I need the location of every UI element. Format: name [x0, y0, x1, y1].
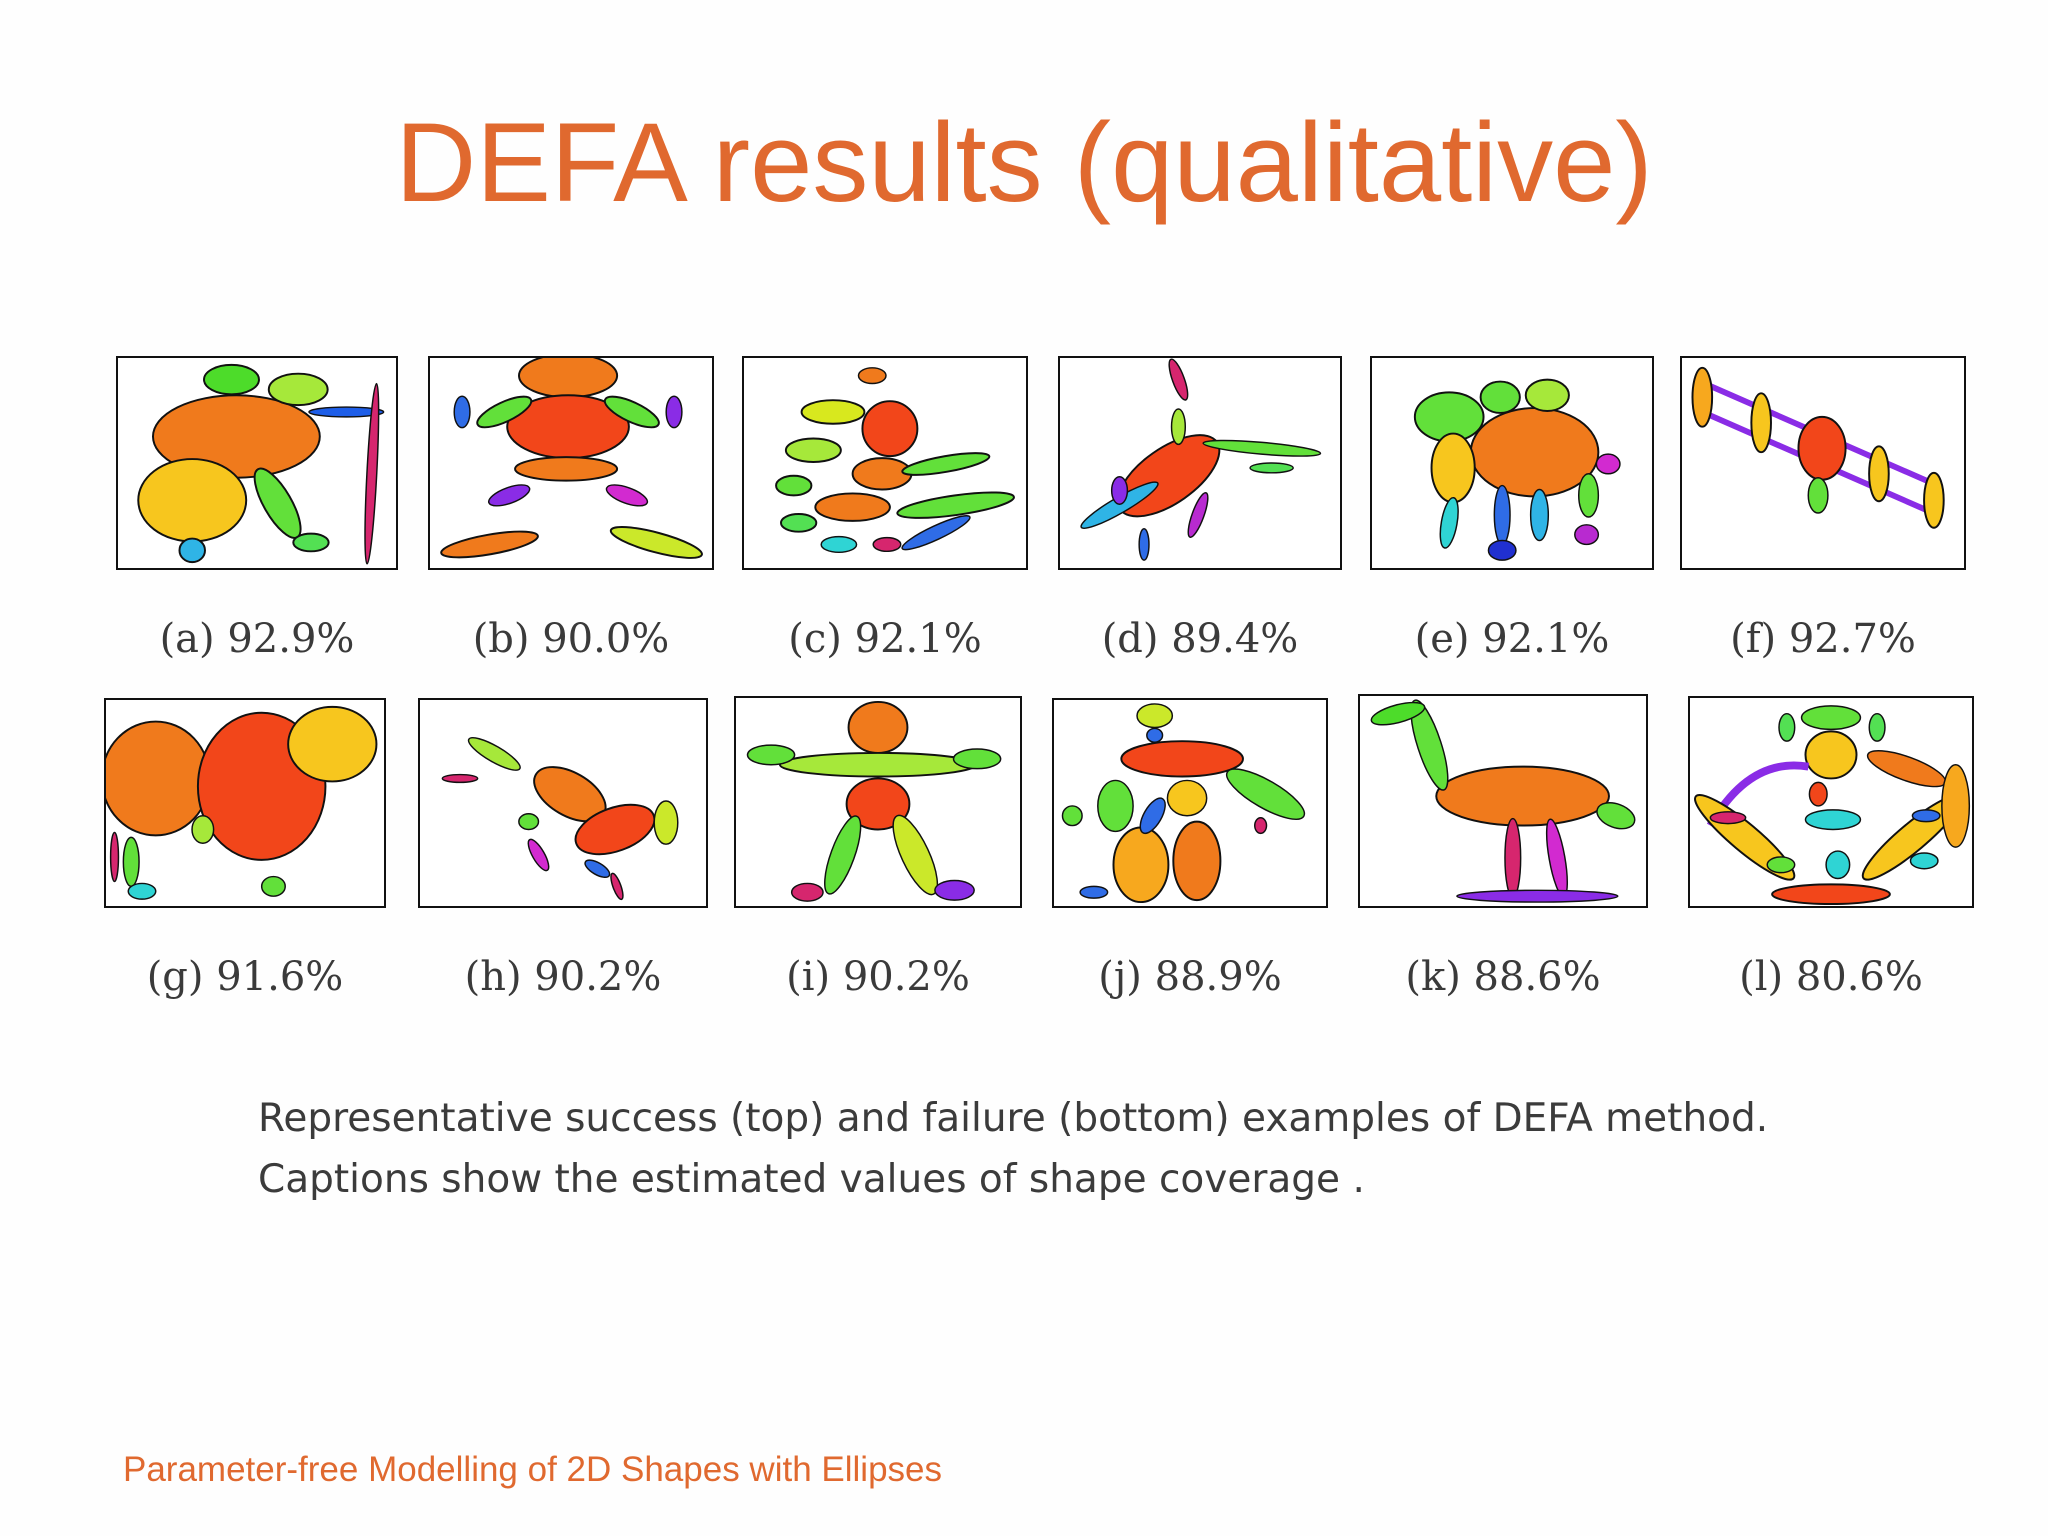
- figure-j-plot: [1052, 698, 1328, 908]
- figure-h-caption: (h) 90.2%: [464, 954, 662, 1000]
- figure-d-caption: (d) 89.4%: [1101, 616, 1299, 662]
- figure-c-plot: [742, 356, 1028, 570]
- slide-footer: Parameter-free Modelling of 2D Shapes wi…: [123, 1450, 942, 1489]
- figure-g-caption: (g) 91.6%: [146, 954, 344, 1000]
- slide-description: Representative success (top) and failure…: [258, 1088, 1958, 1210]
- figure-f-caption: (f) 92.7%: [1730, 616, 1916, 662]
- slide-title: DEFA results (qualitative): [395, 100, 1653, 225]
- figure-i-caption: (i) 90.2%: [786, 954, 970, 1000]
- figure-g-plot: [104, 698, 386, 908]
- description-line-2: Captions show the estimated values of sh…: [258, 1157, 1365, 1202]
- figure-k-plot: [1358, 694, 1648, 908]
- figure-c-caption: (c) 92.1%: [788, 616, 982, 662]
- figure-j-caption: (j) 88.9%: [1098, 954, 1282, 1000]
- figure-d-plot: [1058, 356, 1342, 570]
- figure-b-plot: [428, 356, 714, 570]
- figure-b-caption: (b) 90.0%: [472, 616, 670, 662]
- figure-h-plot: [418, 698, 708, 908]
- figure-l-caption: (l) 80.6%: [1739, 954, 1923, 1000]
- description-line-1: Representative success (top) and failure…: [258, 1096, 1769, 1141]
- figure-f-plot: [1680, 356, 1966, 570]
- figure-k-caption: (k) 88.6%: [1405, 954, 1601, 1000]
- figure-a-plot: [116, 356, 398, 570]
- figure-e-caption: (e) 92.1%: [1414, 616, 1610, 662]
- figure-a-caption: (a) 92.9%: [159, 616, 355, 662]
- figure-e-plot: [1370, 356, 1654, 570]
- figure-i-plot: [734, 696, 1022, 908]
- figure-l-plot: [1688, 696, 1974, 908]
